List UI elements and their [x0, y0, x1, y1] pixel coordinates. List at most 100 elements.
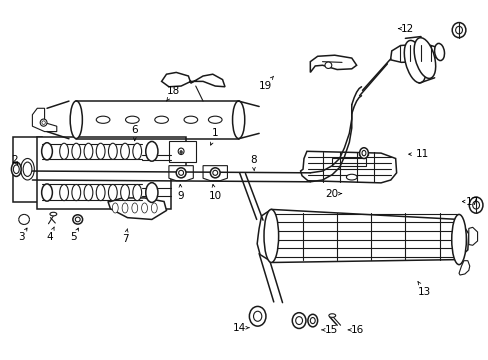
Ellipse shape [121, 143, 129, 159]
Text: 18: 18 [166, 86, 180, 101]
Ellipse shape [232, 101, 244, 139]
Polygon shape [168, 140, 195, 162]
Ellipse shape [413, 38, 435, 78]
Ellipse shape [40, 119, 47, 126]
Ellipse shape [249, 306, 265, 326]
Ellipse shape [212, 170, 217, 175]
Ellipse shape [325, 62, 331, 68]
Ellipse shape [11, 162, 21, 176]
Text: 9: 9 [178, 184, 184, 201]
Ellipse shape [210, 168, 220, 178]
Ellipse shape [145, 183, 158, 202]
Ellipse shape [41, 143, 52, 160]
Text: 2: 2 [11, 155, 18, 165]
Text: 6: 6 [131, 125, 138, 141]
Ellipse shape [133, 143, 142, 159]
Ellipse shape [180, 150, 182, 153]
Text: 14: 14 [232, 323, 248, 333]
Ellipse shape [183, 116, 197, 123]
Ellipse shape [112, 203, 118, 213]
Ellipse shape [70, 101, 82, 139]
Text: 19: 19 [258, 76, 273, 91]
Text: 13: 13 [417, 282, 430, 297]
Ellipse shape [151, 203, 157, 213]
Text: 7: 7 [122, 229, 128, 244]
Text: 11: 11 [408, 149, 428, 159]
Text: 17: 17 [461, 197, 478, 207]
Ellipse shape [208, 116, 222, 123]
Ellipse shape [434, 44, 444, 60]
Polygon shape [203, 166, 227, 181]
Ellipse shape [108, 184, 117, 201]
Text: 3: 3 [18, 228, 27, 242]
Ellipse shape [13, 165, 19, 174]
Ellipse shape [451, 215, 466, 265]
Ellipse shape [20, 158, 34, 180]
Ellipse shape [361, 150, 365, 156]
Ellipse shape [307, 314, 317, 327]
Ellipse shape [176, 168, 185, 178]
Text: 5: 5 [70, 228, 78, 242]
Polygon shape [108, 198, 166, 220]
Ellipse shape [75, 217, 80, 222]
Text: 8: 8 [249, 155, 256, 171]
Polygon shape [310, 55, 356, 72]
Text: 16: 16 [347, 325, 364, 335]
Text: 12: 12 [398, 24, 414, 34]
Ellipse shape [310, 318, 315, 324]
Ellipse shape [60, 143, 68, 159]
Polygon shape [37, 137, 185, 209]
Ellipse shape [178, 170, 183, 175]
Ellipse shape [295, 317, 302, 324]
Ellipse shape [132, 203, 138, 213]
Ellipse shape [133, 184, 142, 201]
Ellipse shape [142, 203, 147, 213]
Text: 4: 4 [46, 227, 54, 242]
Ellipse shape [328, 314, 335, 318]
Polygon shape [331, 158, 366, 166]
Text: 10: 10 [208, 184, 222, 201]
Ellipse shape [359, 148, 367, 158]
Ellipse shape [121, 184, 129, 201]
Polygon shape [300, 151, 396, 183]
Polygon shape [13, 137, 42, 202]
Ellipse shape [346, 174, 356, 180]
Ellipse shape [178, 148, 183, 154]
Polygon shape [32, 108, 57, 132]
Text: 15: 15 [321, 325, 337, 335]
Ellipse shape [122, 203, 128, 213]
Ellipse shape [292, 313, 305, 328]
Ellipse shape [455, 26, 462, 34]
Ellipse shape [155, 116, 168, 123]
Ellipse shape [73, 215, 82, 224]
Text: 1: 1 [210, 129, 218, 145]
Polygon shape [161, 72, 224, 87]
Polygon shape [168, 166, 193, 181]
Ellipse shape [472, 201, 479, 209]
Polygon shape [468, 227, 477, 245]
Ellipse shape [72, 143, 81, 159]
Ellipse shape [50, 212, 57, 216]
Ellipse shape [96, 116, 110, 123]
Ellipse shape [96, 184, 105, 201]
Text: 20: 20 [325, 189, 341, 199]
Ellipse shape [451, 23, 465, 38]
Ellipse shape [84, 143, 93, 159]
Ellipse shape [404, 40, 425, 83]
Ellipse shape [42, 121, 45, 125]
Ellipse shape [72, 184, 81, 201]
Ellipse shape [84, 184, 93, 201]
Polygon shape [390, 44, 439, 62]
Ellipse shape [264, 210, 278, 262]
Ellipse shape [96, 143, 105, 159]
Ellipse shape [468, 197, 482, 213]
Ellipse shape [145, 141, 158, 161]
Ellipse shape [41, 184, 52, 201]
Polygon shape [458, 261, 469, 275]
Ellipse shape [60, 184, 68, 201]
Polygon shape [257, 210, 468, 262]
Ellipse shape [253, 311, 261, 321]
Ellipse shape [125, 116, 139, 123]
Ellipse shape [23, 162, 32, 176]
Ellipse shape [108, 143, 117, 159]
